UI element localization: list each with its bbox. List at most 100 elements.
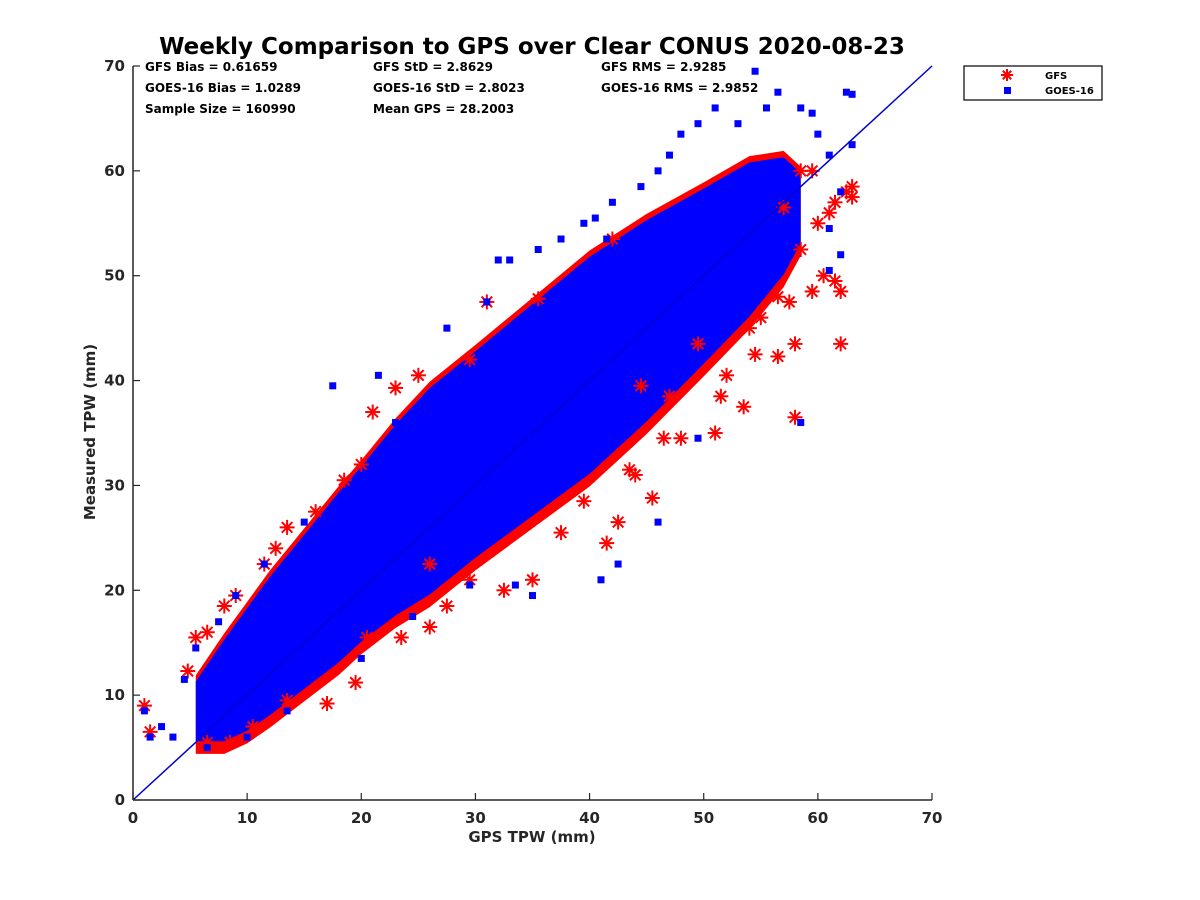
y-tick-label: 20 bbox=[104, 581, 125, 599]
gfs-point bbox=[810, 215, 826, 231]
gfs-point bbox=[656, 430, 672, 446]
gfs-point bbox=[462, 352, 478, 368]
gfs-point bbox=[736, 399, 752, 415]
stat-text: Sample Size = 160990 bbox=[145, 102, 296, 116]
y-tick-label: 0 bbox=[115, 791, 125, 809]
gfs-point bbox=[365, 404, 381, 420]
goes16-point bbox=[494, 256, 502, 264]
gfs-point bbox=[827, 194, 843, 210]
gfs-point bbox=[279, 519, 295, 535]
goes16-point bbox=[243, 733, 251, 741]
x-tick-label: 50 bbox=[693, 809, 714, 827]
goes16-point bbox=[774, 88, 782, 96]
goes16-point bbox=[466, 581, 474, 589]
gfs-point bbox=[821, 205, 837, 221]
goes16-point bbox=[751, 67, 759, 75]
y-axis-label: Measured TPW (mm) bbox=[81, 344, 99, 520]
gfs-point bbox=[319, 696, 335, 712]
goes16-point bbox=[597, 576, 605, 584]
gfs-point bbox=[713, 388, 729, 404]
goes16-point bbox=[814, 130, 822, 138]
gfs-point bbox=[279, 692, 295, 708]
gfs-point bbox=[690, 336, 706, 352]
stat-text: GFS StD = 2.8629 bbox=[373, 60, 493, 74]
gfs-point bbox=[633, 378, 649, 394]
y-tick-label: 40 bbox=[104, 372, 125, 390]
stat-text: Mean GPS = 28.2003 bbox=[373, 102, 514, 116]
goes16-point bbox=[374, 371, 382, 379]
goes16-point bbox=[825, 151, 833, 159]
gfs-point bbox=[410, 367, 426, 383]
goes16-point bbox=[654, 167, 662, 175]
goes16-point bbox=[608, 198, 616, 206]
goes16-point bbox=[529, 592, 536, 600]
y-tick-label: 70 bbox=[104, 57, 125, 75]
gfs-point bbox=[816, 268, 832, 284]
goes16-point bbox=[665, 151, 673, 159]
y-tick-label: 50 bbox=[104, 267, 125, 285]
goes16-point bbox=[808, 109, 816, 117]
gfs-point bbox=[530, 291, 546, 307]
goes16-point bbox=[443, 324, 451, 332]
plot-area bbox=[132, 65, 933, 801]
goes16-point bbox=[180, 675, 188, 683]
gfs-point bbox=[827, 273, 843, 289]
x-tick-label: 70 bbox=[922, 809, 943, 827]
goes16-point bbox=[654, 518, 662, 526]
x-tick-label: 60 bbox=[807, 809, 828, 827]
gfs-point bbox=[525, 572, 540, 588]
goes16-point bbox=[140, 707, 148, 715]
gfs-point bbox=[496, 582, 512, 598]
goes16-point bbox=[534, 246, 542, 253]
gfs-point bbox=[644, 490, 660, 506]
legend-box bbox=[963, 65, 1103, 101]
x-tick-label: 30 bbox=[465, 809, 486, 827]
gfs-point bbox=[804, 283, 820, 299]
gfs-point bbox=[348, 675, 364, 691]
goes16-point bbox=[329, 382, 337, 390]
gfs-point bbox=[353, 456, 369, 472]
legend-label-goes16: GOES-16 bbox=[1045, 86, 1094, 97]
x-axis-label: GPS TPW (mm) bbox=[468, 828, 595, 846]
stat-text: GOES-16 StD = 2.8023 bbox=[373, 81, 525, 95]
stat-text: GOES-16 RMS = 2.9852 bbox=[601, 81, 758, 95]
legend-label-gfs: GFS bbox=[1045, 71, 1067, 82]
goes16-point bbox=[614, 560, 622, 568]
legend: GFS GOES-16 bbox=[963, 65, 1103, 101]
gfs-point bbox=[661, 388, 677, 404]
gfs-point bbox=[793, 242, 809, 257]
goes16-point bbox=[300, 518, 308, 526]
gfs-point bbox=[188, 629, 204, 645]
goes16-point bbox=[848, 141, 856, 149]
goes16-point bbox=[837, 188, 845, 196]
goes16-point bbox=[506, 256, 514, 264]
gfs-point bbox=[336, 472, 352, 488]
goes16-point bbox=[842, 88, 850, 96]
gfs-point bbox=[707, 425, 723, 441]
y-tick-label: 30 bbox=[104, 476, 125, 494]
goes16-point bbox=[797, 104, 805, 112]
gfs-point bbox=[576, 493, 592, 509]
goes16-point bbox=[158, 723, 166, 731]
gfs-point bbox=[268, 540, 284, 556]
goes16-density-cloud bbox=[195, 157, 801, 742]
gfs-point bbox=[787, 336, 803, 352]
goes16-point bbox=[797, 419, 805, 427]
gfs-point bbox=[627, 467, 643, 483]
goes16-point bbox=[203, 744, 211, 752]
goes16-point bbox=[637, 183, 645, 191]
y-tick-label: 10 bbox=[104, 686, 125, 704]
gfs-point bbox=[781, 294, 797, 310]
goes16-point bbox=[677, 130, 685, 138]
x-tick-label: 10 bbox=[237, 809, 258, 827]
goes16-point bbox=[232, 592, 240, 600]
gfs-point bbox=[747, 346, 763, 362]
goes16-point bbox=[848, 90, 856, 98]
gfs-point bbox=[553, 525, 569, 541]
stat-text: GOES-16 Bias = 1.0289 bbox=[145, 81, 301, 95]
goes16-point bbox=[146, 733, 154, 741]
stats-annotations: GFS Bias = 0.61659 GFS StD = 2.8629 GFS RM… bbox=[145, 60, 758, 116]
goes16-point bbox=[734, 120, 742, 128]
gfs-point bbox=[719, 367, 735, 383]
